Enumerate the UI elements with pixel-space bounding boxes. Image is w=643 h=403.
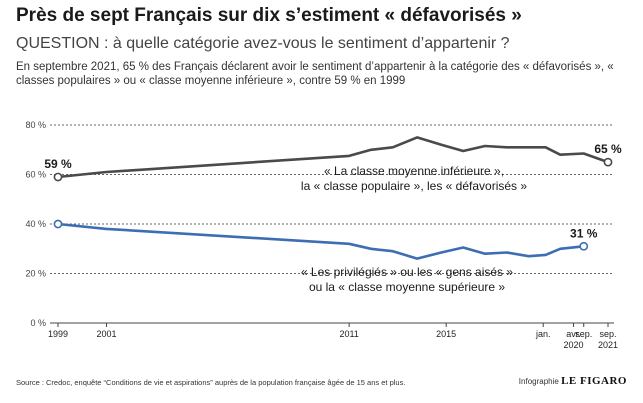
source-note: Source : Credoc, enquête “Conditions de … xyxy=(16,378,406,387)
x-tick-label: sep. xyxy=(575,329,592,339)
x-tick-label: 1999 xyxy=(48,329,68,339)
series-point xyxy=(579,241,589,251)
x-tick-label: 2001 xyxy=(97,329,117,339)
brand-logo: LE FIGARO xyxy=(561,375,627,387)
series-name-label: la « classe populaire », les « défavoris… xyxy=(301,179,527,193)
series-name-label: « Les privilégiés » ou les « gens aisés … xyxy=(301,265,513,279)
data-label: 31 % xyxy=(570,226,598,240)
y-tick-label: 0 % xyxy=(30,318,46,328)
x-tick-label: 2021 xyxy=(598,340,618,350)
y-tick-label: 20 % xyxy=(25,269,46,279)
credit-prefix: Infographie xyxy=(518,377,559,386)
chart-question: QUESTION : à quelle catégorie avez-vous … xyxy=(16,35,510,52)
series-point xyxy=(53,219,63,229)
x-tick-label: 2011 xyxy=(339,329,358,339)
x-tick-label: sep. xyxy=(599,329,616,339)
series-name-label: « La classe moyenne inférieure », xyxy=(324,164,504,178)
data-label: 65 % xyxy=(594,142,622,156)
series-line-defavorises xyxy=(56,136,610,179)
y-tick-label: 40 % xyxy=(25,219,46,229)
y-tick-label: 80 % xyxy=(25,120,46,130)
x-tick-label: 2020 xyxy=(564,340,584,350)
x-tick-label: avr. xyxy=(566,329,581,339)
x-tick-label: 2015 xyxy=(436,329,456,339)
x-tick-label: jan. xyxy=(535,329,551,339)
chart-title: Près de sept Français sur dix s’estiment… xyxy=(16,5,522,26)
credit: Infographie LE FIGARO xyxy=(519,375,627,387)
series-point xyxy=(603,157,613,167)
chart-intro: En septembre 2021, 65 % des Français déc… xyxy=(16,61,614,87)
data-label: 59 % xyxy=(44,157,72,171)
series-name-label: ou la « classe moyenne supérieure » xyxy=(309,280,505,294)
y-tick-label: 60 % xyxy=(25,170,46,180)
series-point xyxy=(53,172,63,182)
series-line-privilegies xyxy=(56,222,586,260)
